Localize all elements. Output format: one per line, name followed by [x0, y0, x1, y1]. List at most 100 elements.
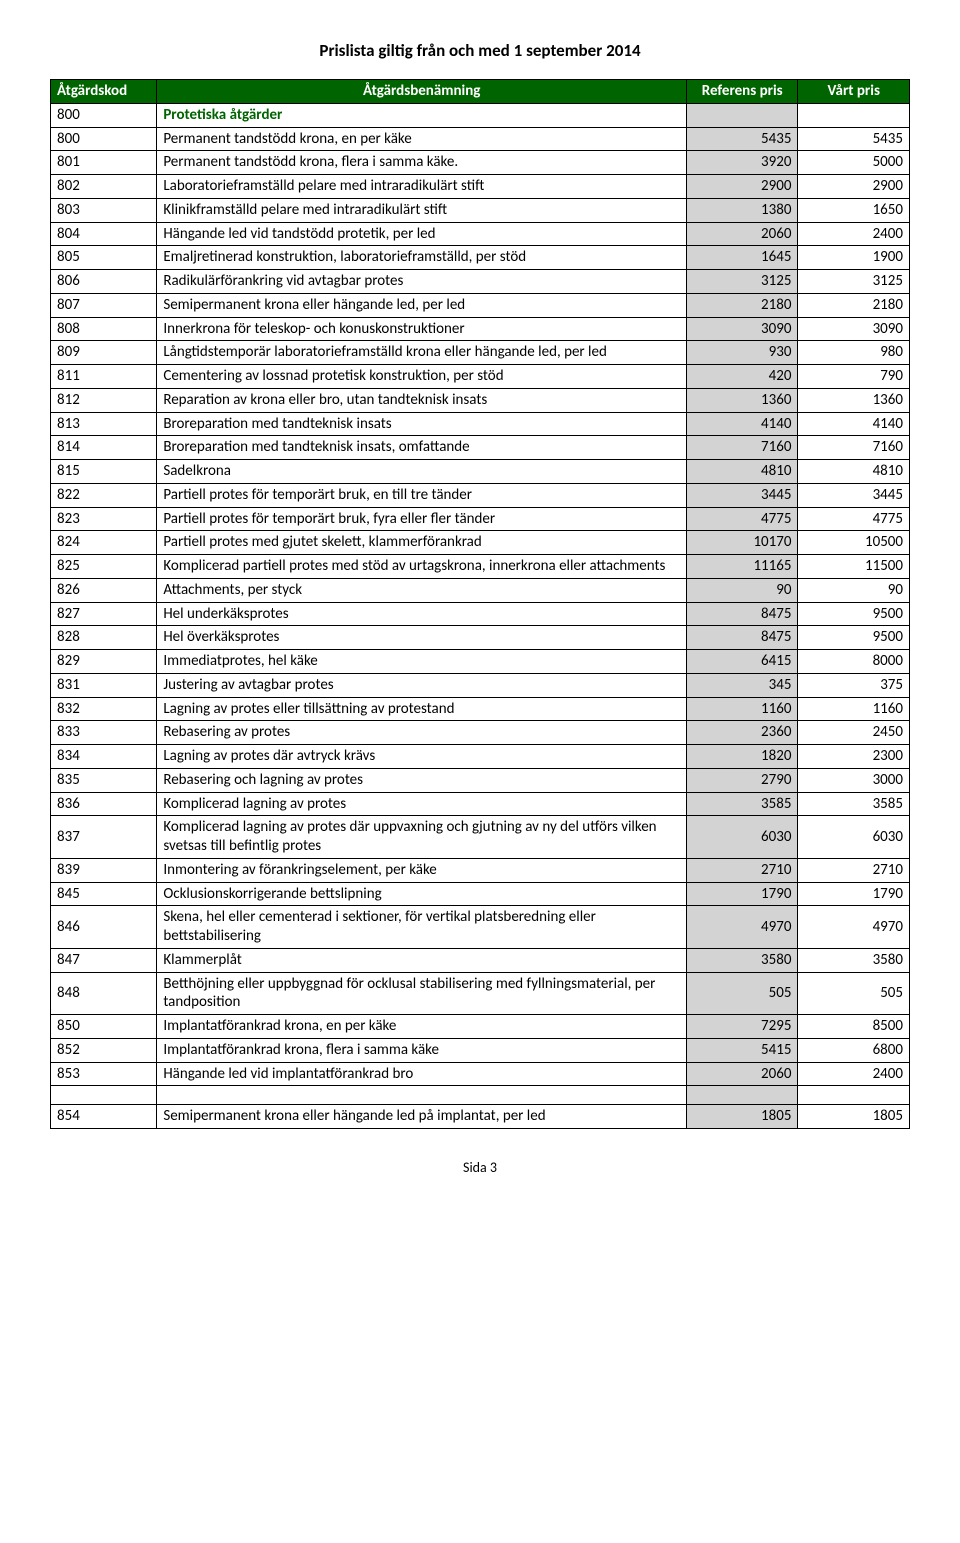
cell-ref: 1380: [686, 198, 798, 222]
cell-our: 1360: [798, 388, 910, 412]
cell-desc: Justering av avtagbar protes: [157, 673, 687, 697]
cell-code: 846: [51, 906, 157, 949]
cell-code: 854: [51, 1105, 157, 1129]
table-row: 836Komplicerad lagning av protes35853585: [51, 792, 910, 816]
cell-ref: 7295: [686, 1015, 798, 1039]
cell-desc: Reparation av krona eller bro, utan tand…: [157, 388, 687, 412]
cell-our: 3580: [798, 948, 910, 972]
cell-code: 808: [51, 317, 157, 341]
cell-desc: Rebasering och lagning av protes: [157, 768, 687, 792]
cell-desc: Hängande led vid implantatförankrad bro: [157, 1062, 687, 1086]
cell-code: 829: [51, 650, 157, 674]
table-row: 825Komplicerad partiell protes med stöd …: [51, 555, 910, 579]
table-row: 845Ocklusionskorrigerande bettslipning17…: [51, 882, 910, 906]
cell-desc: Inmontering av förankringselement, per k…: [157, 858, 687, 882]
cell-ref: 2360: [686, 721, 798, 745]
cell-code: 833: [51, 721, 157, 745]
cell-ref: 2060: [686, 222, 798, 246]
cell-desc: Rebasering av protes: [157, 721, 687, 745]
cell-ref: 3090: [686, 317, 798, 341]
cell-code: 813: [51, 412, 157, 436]
cell-ref: 2710: [686, 858, 798, 882]
cell-our: 1160: [798, 697, 910, 721]
cell-desc: Permanent tandstödd krona, en per käke: [157, 127, 687, 151]
page-footer: Sida 3: [50, 1159, 910, 1176]
section-our: [798, 103, 910, 127]
table-row: 854Semipermanent krona eller hängande le…: [51, 1105, 910, 1129]
cell-ref: 10170: [686, 531, 798, 555]
header-code: Åtgärdskod: [51, 80, 157, 104]
cell-desc: Lagning av protes där avtryck krävs: [157, 745, 687, 769]
cell-desc: Semipermanent krona eller hängande led p…: [157, 1105, 687, 1129]
table-row: 829Immediatprotes, hel käke64158000: [51, 650, 910, 674]
cell-ref: 3585: [686, 792, 798, 816]
cell-code: 809: [51, 341, 157, 365]
table-row: 809Långtidstemporär laboratorieframställ…: [51, 341, 910, 365]
table-row: 812Reparation av krona eller bro, utan t…: [51, 388, 910, 412]
cell-desc: Implantatförankrad krona, en per käke: [157, 1015, 687, 1039]
table-row: [51, 1086, 910, 1105]
table-row: 803Klinikframställd pelare med intraradi…: [51, 198, 910, 222]
cell-ref: 5415: [686, 1038, 798, 1062]
cell-our: 6800: [798, 1038, 910, 1062]
cell-ref: 1820: [686, 745, 798, 769]
cell-ref: 2900: [686, 175, 798, 199]
table-row: 822Partiell protes för temporärt bruk, e…: [51, 483, 910, 507]
cell-desc: Sadelkrona: [157, 460, 687, 484]
cell-our: 2900: [798, 175, 910, 199]
cell-desc: Cementering av lossnad protetisk konstru…: [157, 365, 687, 389]
cell-our: 2400: [798, 222, 910, 246]
cell-desc: Broreparation med tandteknisk insats: [157, 412, 687, 436]
cell-our: 9500: [798, 626, 910, 650]
blank-cell: [157, 1086, 687, 1105]
cell-our: 4970: [798, 906, 910, 949]
blank-cell: [798, 1086, 910, 1105]
cell-desc: Skena, hel eller cementerad i sektioner,…: [157, 906, 687, 949]
section-label: Protetiska åtgärder: [157, 103, 687, 127]
table-row: 839Inmontering av förankringselement, pe…: [51, 858, 910, 882]
cell-desc: Komplicerad partiell protes med stöd av …: [157, 555, 687, 579]
cell-code: 803: [51, 198, 157, 222]
cell-our: 5000: [798, 151, 910, 175]
cell-our: 9500: [798, 602, 910, 626]
cell-code: 832: [51, 697, 157, 721]
cell-ref: 3445: [686, 483, 798, 507]
cell-code: 837: [51, 816, 157, 859]
cell-ref: 4775: [686, 507, 798, 531]
table-row: 832Lagning av protes eller tillsättning …: [51, 697, 910, 721]
cell-our: 3090: [798, 317, 910, 341]
cell-code: 834: [51, 745, 157, 769]
table-row: 828Hel överkäksprotes84759500: [51, 626, 910, 650]
cell-ref: 90: [686, 578, 798, 602]
cell-our: 980: [798, 341, 910, 365]
cell-ref: 6415: [686, 650, 798, 674]
cell-ref: 1790: [686, 882, 798, 906]
cell-code: 852: [51, 1038, 157, 1062]
cell-code: 847: [51, 948, 157, 972]
cell-ref: 1360: [686, 388, 798, 412]
cell-our: 1805: [798, 1105, 910, 1129]
cell-ref: 6030: [686, 816, 798, 859]
cell-desc: Partiell protes för temporärt bruk, fyra…: [157, 507, 687, 531]
cell-desc: Ocklusionskorrigerande bettslipning: [157, 882, 687, 906]
cell-our: 1650: [798, 198, 910, 222]
table-row: 848Betthöjning eller uppbyggnad för ockl…: [51, 972, 910, 1015]
table-row: 806Radikulärförankring vid avtagbar prot…: [51, 270, 910, 294]
cell-our: 1900: [798, 246, 910, 270]
cell-ref: 3580: [686, 948, 798, 972]
table-row: 837Komplicerad lagning av protes där upp…: [51, 816, 910, 859]
cell-desc: Klinikframställd pelare med intraradikul…: [157, 198, 687, 222]
table-row: 814Broreparation med tandteknisk insats,…: [51, 436, 910, 460]
cell-desc: Klammerplåt: [157, 948, 687, 972]
cell-desc: Radikulärförankring vid avtagbar protes: [157, 270, 687, 294]
table-row: 811Cementering av lossnad protetisk kons…: [51, 365, 910, 389]
table-header-row: Åtgärdskod Åtgärdsbenämning Referens pri…: [51, 80, 910, 104]
cell-our: 3445: [798, 483, 910, 507]
blank-cell: [51, 1086, 157, 1105]
cell-desc: Attachments, per styck: [157, 578, 687, 602]
cell-code: 802: [51, 175, 157, 199]
cell-desc: Komplicerad lagning av protes: [157, 792, 687, 816]
cell-code: 836: [51, 792, 157, 816]
cell-code: 826: [51, 578, 157, 602]
table-row: 805Emaljretinerad konstruktion, laborato…: [51, 246, 910, 270]
